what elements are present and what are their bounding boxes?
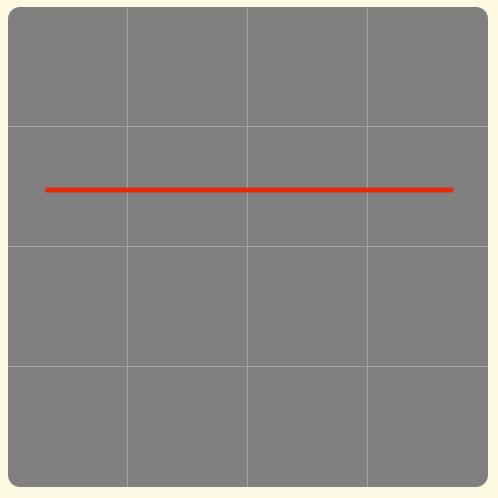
board-cell-r2-c0[interactable] [8,247,128,367]
board-cell-r2-c3[interactable] [368,247,488,367]
board-cell-r3-c1[interactable] [128,367,248,487]
board-cell-r3-c0[interactable] [8,367,128,487]
game-board [8,7,488,487]
board-cell-r1-c2[interactable] [248,127,368,247]
board-cell-r2-c1[interactable] [128,247,248,367]
board-cell-r1-c3[interactable] [368,127,488,247]
board-cell-r0-c0[interactable] [8,7,128,127]
board-cell-r1-c0[interactable] [8,127,128,247]
board-cell-r3-c3[interactable] [368,367,488,487]
board-cell-r0-c3[interactable] [368,7,488,127]
board-cell-r2-c2[interactable] [248,247,368,367]
board-cell-r1-c1[interactable] [128,127,248,247]
board-cell-r3-c2[interactable] [248,367,368,487]
board-cell-r0-c1[interactable] [128,7,248,127]
board-grid [8,7,488,487]
board-cell-r0-c2[interactable] [248,7,368,127]
